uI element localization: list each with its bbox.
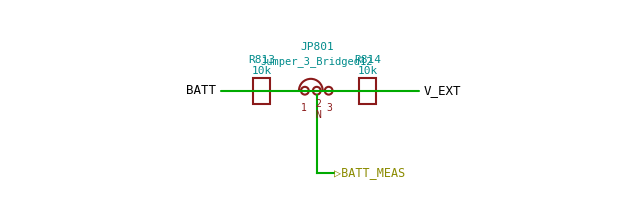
Text: 10k: 10k bbox=[252, 66, 272, 76]
Text: BATT: BATT bbox=[186, 84, 216, 97]
Text: 3: 3 bbox=[327, 103, 333, 113]
FancyBboxPatch shape bbox=[253, 78, 270, 104]
Text: JP801: JP801 bbox=[300, 42, 333, 52]
Text: 1: 1 bbox=[301, 103, 307, 113]
Text: N: N bbox=[315, 110, 321, 120]
Text: 10k: 10k bbox=[357, 66, 378, 76]
Text: ▷BATT_MEAS: ▷BATT_MEAS bbox=[334, 166, 405, 179]
Text: V_EXT: V_EXT bbox=[424, 84, 461, 97]
Text: R813: R813 bbox=[248, 55, 275, 65]
Text: 2: 2 bbox=[315, 99, 321, 109]
Text: R814: R814 bbox=[354, 55, 381, 65]
FancyBboxPatch shape bbox=[359, 78, 376, 104]
Text: Jumper_3_Bridged12: Jumper_3_Bridged12 bbox=[260, 56, 373, 67]
